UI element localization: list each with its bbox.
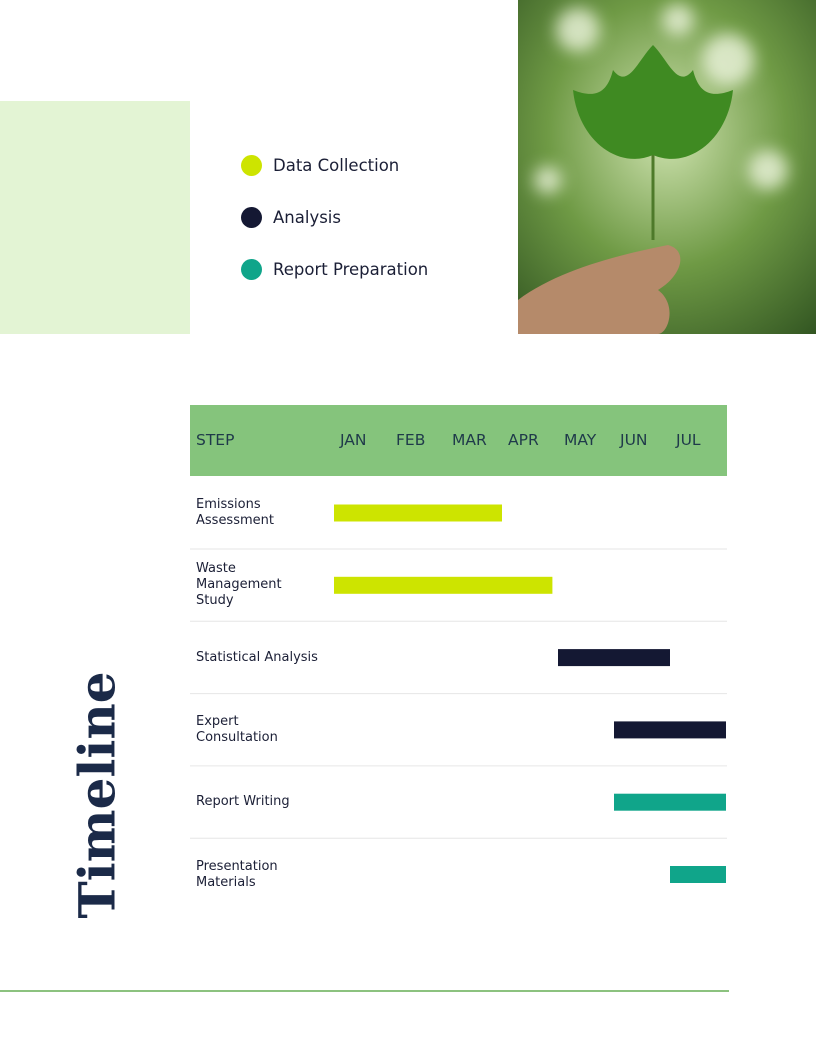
task-label: Waste Management Study (196, 561, 282, 609)
bar (334, 576, 553, 594)
header-row (190, 405, 727, 476)
photo (518, 0, 816, 334)
legend-label: Analysis (273, 208, 341, 227)
legend-item: Report Preparation (241, 259, 428, 280)
task-label: Report Writing (196, 794, 290, 810)
legend-item: Analysis (241, 207, 341, 228)
task-label: Statistical Analysis (196, 649, 318, 665)
legend-label: Data Collection (273, 156, 400, 175)
task-label: Presentation Materials (196, 858, 278, 890)
bar (614, 721, 726, 739)
accent-box (0, 101, 190, 334)
bar (558, 649, 670, 667)
bar (614, 793, 726, 811)
bottom-rule (0, 990, 729, 992)
month-label: MAR (452, 431, 487, 449)
bar (670, 866, 726, 883)
month-label: JUN (620, 431, 648, 449)
legend-item: Data Collection (241, 155, 399, 176)
month-label: APR (508, 431, 539, 449)
task-label: Emissions Assessment (196, 497, 274, 528)
legend-dot (241, 207, 262, 228)
bar (334, 504, 502, 522)
legend-label: Report Preparation (273, 260, 429, 279)
month-label: JUL (676, 431, 701, 449)
step-header: STEP (196, 431, 235, 449)
month-label: JAN (340, 431, 367, 449)
month-label: FEB (396, 431, 426, 449)
legend-dot (241, 155, 262, 176)
month-label: MAY (564, 431, 597, 449)
task-label: Expert Consultation (196, 713, 278, 745)
legend-dot (241, 259, 262, 280)
